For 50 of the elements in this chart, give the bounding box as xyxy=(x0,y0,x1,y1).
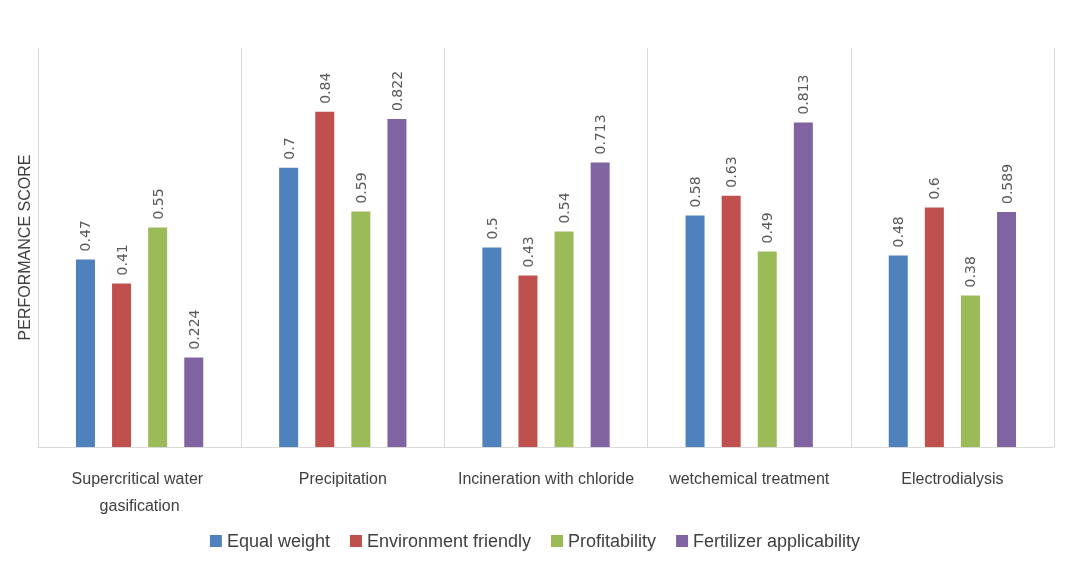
bar xyxy=(554,231,574,447)
data-label: 0.49 xyxy=(759,212,776,244)
bar xyxy=(112,283,132,447)
data-label: 0.43 xyxy=(519,236,536,268)
data-label: 0.6 xyxy=(926,177,943,200)
data-label: 0.38 xyxy=(962,256,979,288)
x-tick-label: Incineration with chloride xyxy=(457,470,635,487)
data-label: 0.47 xyxy=(77,220,94,252)
bar xyxy=(279,167,299,447)
bar xyxy=(315,111,335,447)
x-tick-label: wetchemical treatment xyxy=(668,470,830,487)
bar xyxy=(387,119,407,447)
bar xyxy=(351,211,371,447)
bar xyxy=(482,247,502,447)
bar xyxy=(997,211,1017,447)
data-label: 0.813 xyxy=(795,74,812,115)
bar xyxy=(184,357,204,447)
data-label: 0.54 xyxy=(556,192,573,224)
data-label: 0.589 xyxy=(998,163,1015,204)
data-label: 0.84 xyxy=(316,72,333,104)
data-label: 0.55 xyxy=(149,188,166,220)
legend-label: Profitability xyxy=(568,531,657,551)
bar xyxy=(757,251,777,447)
data-label: 0.48 xyxy=(890,216,907,248)
data-label: 0.5 xyxy=(483,217,500,240)
bar xyxy=(721,195,741,447)
data-label: 0.59 xyxy=(352,172,369,204)
bar xyxy=(518,275,538,447)
bar xyxy=(960,295,980,447)
bar xyxy=(148,227,168,447)
x-tick-label: Electrodialysis xyxy=(901,470,1004,487)
bar xyxy=(793,122,813,447)
legend-label: Equal weight xyxy=(226,531,330,551)
legend-label: Environment friendly xyxy=(366,531,532,551)
data-label: 0.63 xyxy=(723,156,740,188)
bar xyxy=(75,259,95,447)
bar xyxy=(924,207,944,447)
x-tick-label: Precipitation xyxy=(298,470,387,487)
x-tick-label: Supercritical water gasification xyxy=(71,470,208,514)
y-axis-title: PERFORMANCE SCORE xyxy=(15,154,33,341)
data-label: 0.224 xyxy=(185,309,202,350)
data-label: 0.822 xyxy=(388,70,405,112)
data-label: 0.713 xyxy=(592,114,609,155)
data-label: 0.41 xyxy=(113,244,130,276)
data-label: 0.7 xyxy=(280,137,297,160)
bar xyxy=(888,255,908,447)
data-label: 0.58 xyxy=(687,176,704,208)
legend-label: Fertilizer applicability xyxy=(693,531,861,551)
bar xyxy=(685,215,705,447)
bar xyxy=(590,162,610,447)
